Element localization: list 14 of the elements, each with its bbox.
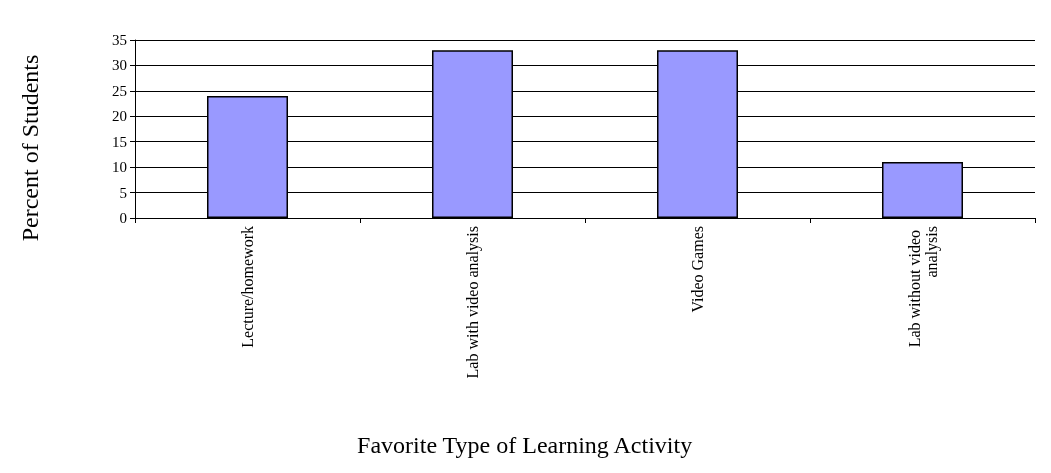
y-tick-label: 5 bbox=[119, 184, 127, 201]
y-tick-label: 0 bbox=[119, 210, 127, 226]
y-tick-label: 10 bbox=[112, 159, 127, 176]
x-tick-label: Lab with video analysis bbox=[464, 226, 482, 379]
x-tick-label: Lecture/homework bbox=[239, 226, 256, 348]
x-tick-label: Lab without video analysis bbox=[905, 226, 941, 348]
x-axis-title: Favorite Type of Learning Activity bbox=[357, 432, 693, 458]
x-tick-label: Video Games bbox=[689, 226, 706, 313]
y-tick-label: 20 bbox=[112, 108, 127, 125]
y-tick-label: 25 bbox=[112, 82, 127, 99]
y-tick-label: 15 bbox=[112, 133, 127, 150]
y-tick-label: 30 bbox=[112, 57, 127, 74]
y-axis-title: Percent of Students bbox=[17, 54, 43, 242]
y-tick-label: 35 bbox=[112, 32, 127, 48]
